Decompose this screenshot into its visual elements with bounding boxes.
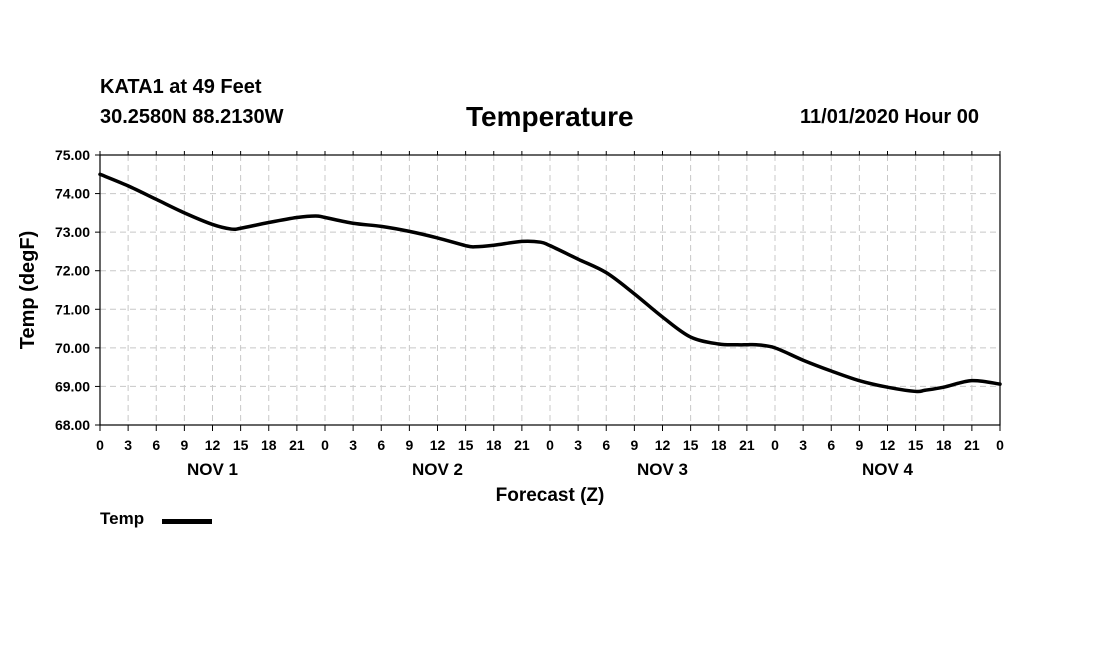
y-tick-label: 71.00 bbox=[55, 301, 90, 317]
x-tick-label: 9 bbox=[405, 437, 413, 453]
x-tick-label: 0 bbox=[321, 437, 329, 453]
legend-label: Temp bbox=[100, 509, 145, 528]
x-tick-label: 15 bbox=[458, 437, 474, 453]
y-tick-label: 74.00 bbox=[55, 186, 90, 202]
x-tick-label: 0 bbox=[546, 437, 554, 453]
x-tick-label: 18 bbox=[261, 437, 277, 453]
x-tick-label: 6 bbox=[152, 437, 160, 453]
y-tick-label: 72.00 bbox=[55, 263, 90, 279]
y-tick-label: 68.00 bbox=[55, 417, 90, 433]
day-label: NOV 3 bbox=[637, 460, 688, 479]
y-axis-label: Temp (degF) bbox=[17, 231, 39, 350]
x-tick-label: 12 bbox=[880, 437, 896, 453]
x-tick-label: 6 bbox=[602, 437, 610, 453]
y-tick-label: 69.00 bbox=[55, 378, 90, 394]
x-tick-label: 21 bbox=[739, 437, 755, 453]
coordinates-label: 30.2580N 88.2130W bbox=[100, 106, 284, 128]
day-label: NOV 1 bbox=[187, 460, 238, 479]
x-tick-label: 12 bbox=[430, 437, 446, 453]
day-label: NOV 4 bbox=[862, 460, 914, 479]
x-tick-label: 15 bbox=[908, 437, 924, 453]
x-tick-label: 18 bbox=[711, 437, 727, 453]
x-tick-label: 15 bbox=[233, 437, 249, 453]
day-label: NOV 2 bbox=[412, 460, 463, 479]
x-tick-label: 6 bbox=[377, 437, 385, 453]
x-tick-label: 3 bbox=[349, 437, 357, 453]
x-tick-label: 21 bbox=[964, 437, 980, 453]
x-tick-label: 21 bbox=[514, 437, 530, 453]
x-tick-label: 0 bbox=[996, 437, 1004, 453]
x-tick-label: 3 bbox=[124, 437, 132, 453]
y-tick-label: 75.00 bbox=[55, 147, 90, 163]
x-tick-label: 6 bbox=[827, 437, 835, 453]
x-tick-label: 3 bbox=[574, 437, 582, 453]
series-line-temp bbox=[98, 172, 1002, 394]
y-tick-label: 70.00 bbox=[55, 340, 90, 356]
x-tick-label: 9 bbox=[855, 437, 863, 453]
x-tick-label: 18 bbox=[936, 437, 952, 453]
x-tick-label: 9 bbox=[630, 437, 638, 453]
x-tick-label: 12 bbox=[205, 437, 221, 453]
x-tick-label: 18 bbox=[486, 437, 502, 453]
station-label: KATA1 at 49 Feet bbox=[100, 76, 262, 98]
x-tick-label: 21 bbox=[289, 437, 305, 453]
datetime-label: 11/01/2020 Hour 00 bbox=[800, 106, 980, 128]
legend-line-swatch bbox=[162, 519, 212, 524]
chart-title: Temperature bbox=[466, 101, 634, 132]
x-tick-label: 0 bbox=[771, 437, 779, 453]
x-tick-label: 0 bbox=[96, 437, 104, 453]
x-axis-label: Forecast (Z) bbox=[496, 485, 605, 506]
x-tick-label: 15 bbox=[683, 437, 699, 453]
x-tick-label: 12 bbox=[655, 437, 671, 453]
y-tick-label: 73.00 bbox=[55, 224, 90, 240]
legend: Temp bbox=[100, 509, 212, 529]
x-tick-label: 3 bbox=[799, 437, 807, 453]
x-tick-label: 9 bbox=[180, 437, 188, 453]
